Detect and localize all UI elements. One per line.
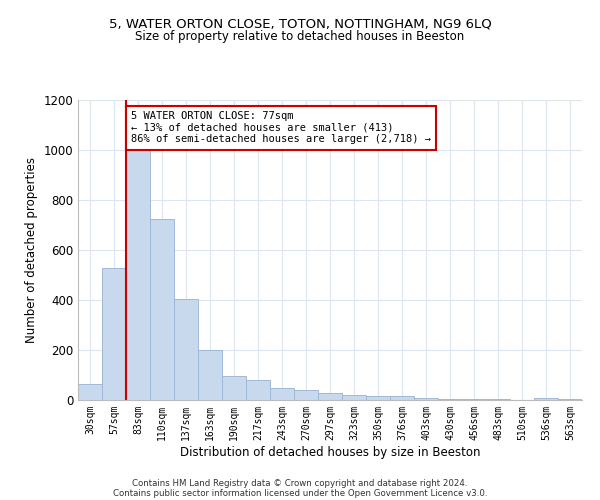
Bar	[558, 399, 582, 400]
Bar	[438, 399, 462, 400]
Bar	[534, 398, 558, 400]
Bar	[342, 395, 366, 400]
Text: 5 WATER ORTON CLOSE: 77sqm
← 13% of detached houses are smaller (413)
86% of sem: 5 WATER ORTON CLOSE: 77sqm ← 13% of deta…	[131, 112, 431, 144]
Text: Size of property relative to detached houses in Beeston: Size of property relative to detached ho…	[136, 30, 464, 43]
Bar	[78, 384, 102, 400]
Bar	[486, 399, 510, 400]
Text: 5, WATER ORTON CLOSE, TOTON, NOTTINGHAM, NG9 6LQ: 5, WATER ORTON CLOSE, TOTON, NOTTINGHAM,…	[109, 18, 491, 30]
Bar	[318, 392, 342, 400]
Bar	[366, 396, 390, 400]
Bar	[102, 268, 126, 400]
Bar	[270, 388, 294, 400]
Bar	[294, 390, 318, 400]
Bar	[222, 376, 246, 400]
Bar	[414, 398, 438, 400]
X-axis label: Distribution of detached houses by size in Beeston: Distribution of detached houses by size …	[180, 446, 480, 458]
Bar	[150, 219, 174, 400]
Text: Contains HM Land Registry data © Crown copyright and database right 2024.: Contains HM Land Registry data © Crown c…	[132, 478, 468, 488]
Text: Contains public sector information licensed under the Open Government Licence v3: Contains public sector information licen…	[113, 488, 487, 498]
Bar	[198, 350, 222, 400]
Bar	[174, 298, 198, 400]
Y-axis label: Number of detached properties: Number of detached properties	[25, 157, 38, 343]
Bar	[390, 396, 414, 400]
Bar	[246, 380, 270, 400]
Bar	[126, 150, 150, 400]
Bar	[462, 399, 486, 400]
